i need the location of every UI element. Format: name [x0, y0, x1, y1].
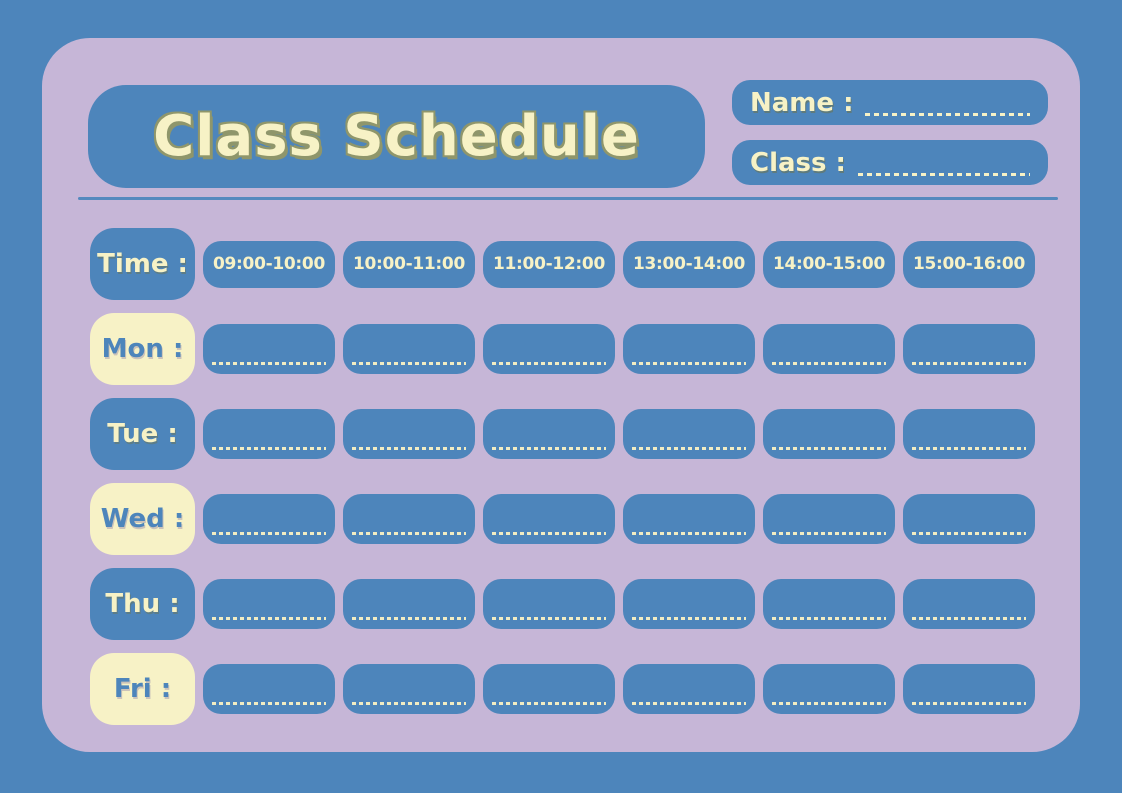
- schedule-cell[interactable]: [483, 494, 615, 544]
- cell-fill-line: [772, 532, 886, 535]
- cell-fill-line: [352, 617, 466, 620]
- schedule-cell[interactable]: [203, 579, 335, 629]
- cell-fill-line: [912, 362, 1026, 365]
- schedule-cell[interactable]: [763, 579, 895, 629]
- schedule-cell[interactable]: [343, 664, 475, 714]
- schedule-cell[interactable]: [343, 409, 475, 459]
- name-field: Name :: [732, 80, 1048, 125]
- page-title: Class Schedule: [153, 104, 640, 169]
- cell-fill-line: [772, 702, 886, 705]
- schedule-cell[interactable]: [763, 664, 895, 714]
- header-divider: [78, 197, 1058, 200]
- time-slot: 09:00-10:00: [203, 240, 335, 288]
- cell-fill-line: [352, 447, 466, 450]
- schedule-cell[interactable]: [623, 494, 755, 544]
- schedule-cell[interactable]: [763, 409, 895, 459]
- day-label-fri: Fri :: [90, 653, 195, 725]
- cell-fill-line: [212, 447, 326, 450]
- schedule-cell[interactable]: [763, 494, 895, 544]
- cell-fill-line: [492, 702, 606, 705]
- schedule-cell[interactable]: [483, 579, 615, 629]
- cell-fill-line: [632, 362, 746, 365]
- schedule-table: Time : 09:00-10:00 10:00-11:00 11:00-12:…: [90, 228, 1035, 725]
- time-slot: 13:00-14:00: [623, 240, 755, 288]
- schedule-cell[interactable]: [343, 494, 475, 544]
- cell-fill-line: [632, 617, 746, 620]
- cell-fill-line: [212, 362, 326, 365]
- title-box: Class Schedule: [88, 85, 705, 188]
- time-slot: 15:00-16:00: [903, 240, 1035, 288]
- cell-fill-line: [492, 617, 606, 620]
- schedule-cell[interactable]: [903, 409, 1035, 459]
- time-slot: 10:00-11:00: [343, 240, 475, 288]
- day-row-thu: Thu :: [90, 568, 1035, 640]
- schedule-cell[interactable]: [623, 409, 755, 459]
- cell-fill-line: [632, 447, 746, 450]
- schedule-cell[interactable]: [343, 579, 475, 629]
- cell-fill-line: [632, 532, 746, 535]
- schedule-cell[interactable]: [203, 494, 335, 544]
- day-label-mon: Mon :: [90, 313, 195, 385]
- cell-fill-line: [912, 617, 1026, 620]
- cell-fill-line: [492, 447, 606, 450]
- day-row-mon: Mon :: [90, 313, 1035, 385]
- day-row-wed: Wed :: [90, 483, 1035, 555]
- schedule-cell[interactable]: [483, 664, 615, 714]
- time-slot: 11:00-12:00: [483, 240, 615, 288]
- cell-fill-line: [632, 702, 746, 705]
- cell-fill-line: [352, 362, 466, 365]
- schedule-cell[interactable]: [763, 324, 895, 374]
- class-field: Class :: [732, 140, 1048, 185]
- schedule-cell[interactable]: [903, 494, 1035, 544]
- cell-fill-line: [212, 702, 326, 705]
- cell-fill-line: [492, 362, 606, 365]
- schedule-cell[interactable]: [903, 324, 1035, 374]
- schedule-cell[interactable]: [483, 324, 615, 374]
- time-header-row: Time : 09:00-10:00 10:00-11:00 11:00-12:…: [90, 228, 1035, 300]
- class-label: Class :: [750, 147, 846, 178]
- cell-fill-line: [912, 532, 1026, 535]
- schedule-cell[interactable]: [903, 664, 1035, 714]
- cell-fill-line: [492, 532, 606, 535]
- time-header-label: Time :: [90, 228, 195, 300]
- schedule-cell[interactable]: [203, 409, 335, 459]
- schedule-cell[interactable]: [623, 664, 755, 714]
- cell-fill-line: [912, 447, 1026, 450]
- cell-fill-line: [352, 702, 466, 705]
- name-label: Name :: [750, 87, 854, 118]
- time-slot: 14:00-15:00: [763, 240, 895, 288]
- cell-fill-line: [212, 617, 326, 620]
- schedule-cell[interactable]: [483, 409, 615, 459]
- cell-fill-line: [772, 447, 886, 450]
- schedule-cell[interactable]: [203, 324, 335, 374]
- cell-fill-line: [772, 617, 886, 620]
- schedule-card: Class Schedule Name : Class : Time : 09:…: [42, 38, 1080, 752]
- name-fill-line[interactable]: [865, 113, 1030, 116]
- schedule-cell[interactable]: [343, 324, 475, 374]
- cell-fill-line: [912, 702, 1026, 705]
- class-fill-line[interactable]: [857, 173, 1030, 176]
- cell-fill-line: [352, 532, 466, 535]
- schedule-cell[interactable]: [203, 664, 335, 714]
- cell-fill-line: [772, 362, 886, 365]
- schedule-cell[interactable]: [623, 579, 755, 629]
- day-label-tue: Tue :: [90, 398, 195, 470]
- schedule-cell[interactable]: [903, 579, 1035, 629]
- day-row-fri: Fri :: [90, 653, 1035, 725]
- schedule-cell[interactable]: [623, 324, 755, 374]
- day-row-tue: Tue :: [90, 398, 1035, 470]
- day-label-thu: Thu :: [90, 568, 195, 640]
- cell-fill-line: [212, 532, 326, 535]
- day-label-wed: Wed :: [90, 483, 195, 555]
